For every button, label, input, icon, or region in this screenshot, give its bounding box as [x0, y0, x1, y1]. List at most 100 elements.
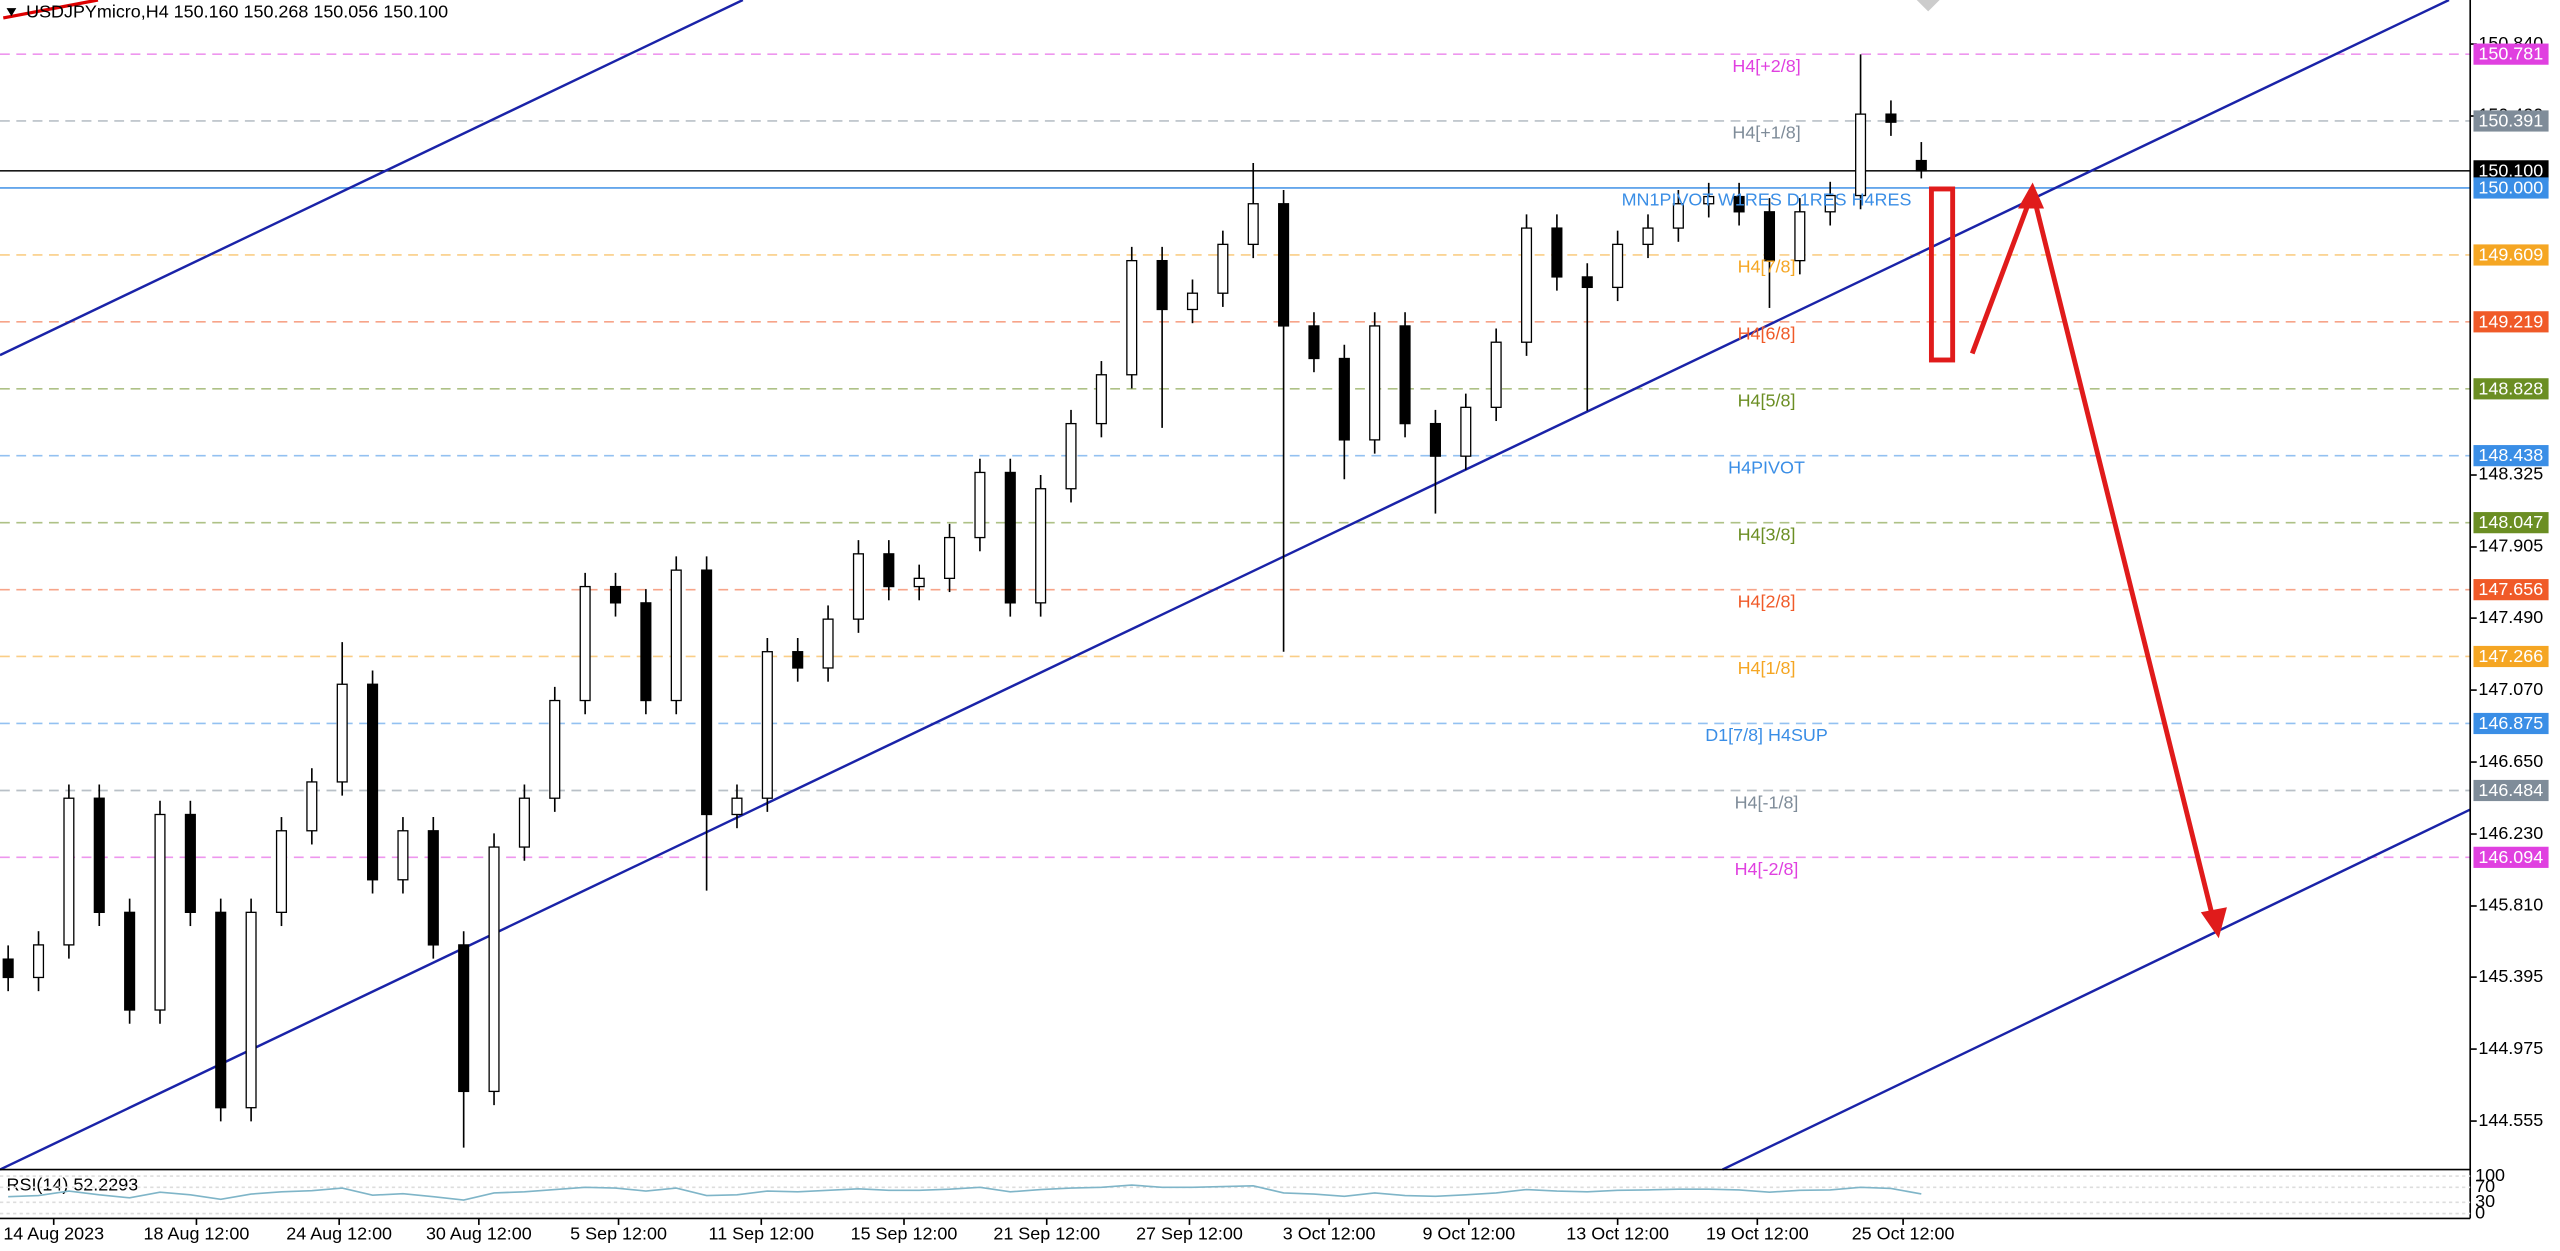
- candle-body: [1672, 203, 1684, 229]
- arrow-head: [2200, 907, 2227, 939]
- price-box-label: 149.609: [2478, 245, 2543, 265]
- price-box-label: 147.656: [2478, 579, 2543, 599]
- price-box: [2473, 311, 2549, 333]
- candle-body: [1490, 341, 1502, 408]
- level-label: H4[2/8]: [1738, 591, 1796, 611]
- price-box-label: 149.219: [2478, 311, 2543, 331]
- candle-body: [518, 797, 530, 848]
- channel-lower: [1721, 808, 2471, 1171]
- candle-body: [336, 683, 348, 783]
- zone-box: [1928, 186, 1956, 363]
- y-tick-label: 147.490: [2478, 607, 2543, 627]
- price-box: [2473, 645, 2549, 668]
- price-box: [2473, 378, 2549, 400]
- levels-layer: [0, 53, 2471, 859]
- trend-stub: [2, 0, 99, 20]
- y-tick-label: 144.555: [2478, 1110, 2543, 1130]
- rsi-tick-label: 30: [2475, 1191, 2495, 1211]
- y-tick-label: 144.975: [2478, 1038, 2543, 1058]
- x-tick-label: 24 Aug 12:00: [286, 1223, 392, 1243]
- candle-body: [1763, 211, 1776, 262]
- candle-body: [245, 911, 257, 1109]
- price-box: [2473, 177, 2549, 199]
- candle-body: [1065, 422, 1077, 490]
- candles: [2, 54, 1927, 1148]
- x-tick-label: 19 Oct 12:00: [1706, 1223, 1809, 1243]
- x-tick-label: 9 Oct 12:00: [1422, 1223, 1515, 1243]
- candle-body: [913, 577, 925, 588]
- candle-body: [943, 536, 956, 580]
- candle-body: [852, 553, 864, 620]
- arrow-head: [2017, 182, 2045, 209]
- level-label: H4[1/8]: [1738, 658, 1796, 678]
- candle-body: [275, 830, 288, 913]
- y-tick-label: 145.810: [2478, 895, 2543, 915]
- price-box: [2473, 43, 2549, 65]
- price-box-label: 146.875: [2478, 713, 2543, 733]
- price-box-label: 148.438: [2478, 445, 2543, 465]
- candle-body: [1247, 203, 1259, 246]
- price-box: [2473, 779, 2549, 802]
- candle-body: [458, 944, 470, 1093]
- price-box-label: 148.828: [2478, 378, 2543, 398]
- level-label: MN1PIVOT W1RES D1RES H4RES: [1622, 190, 1912, 210]
- y-tick-label: 146.650: [2478, 751, 2543, 771]
- candle-body: [822, 618, 834, 669]
- x-tick-label: 18 Aug 12:00: [144, 1223, 250, 1243]
- rsi-tick-label: 100: [2475, 1165, 2505, 1185]
- candle-body: [579, 585, 591, 702]
- candle-body: [124, 911, 136, 1011]
- price-box-label: 146.094: [2478, 847, 2543, 867]
- candle-body: [1369, 325, 1381, 441]
- level-label: H4[+1/8]: [1732, 123, 1800, 143]
- candle-body: [1186, 292, 1199, 311]
- candle-body: [397, 830, 409, 881]
- price-box: [2473, 712, 2549, 735]
- y-tick-label: 145.395: [2478, 966, 2543, 986]
- candle-body: [1855, 113, 1867, 197]
- x-tick-label: 11 Sep 12:00: [709, 1223, 814, 1243]
- rsi-tick-label: 70: [2475, 1176, 2495, 1196]
- x-tick-label: 25 Oct 12:00: [1852, 1223, 1955, 1243]
- price-box-label: 150.000: [2478, 178, 2543, 198]
- rsi-label: RSI(14) 52.2293: [7, 1175, 139, 1195]
- price-box: [2473, 579, 2549, 601]
- price-box: [2473, 110, 2549, 132]
- candle-body: [1308, 325, 1320, 360]
- candle-body: [1794, 211, 1806, 262]
- level-label: H4[+2/8]: [1732, 56, 1800, 76]
- candle-body: [1035, 488, 1047, 604]
- level-label: H4[6/8]: [1738, 324, 1796, 344]
- candle-body: [1733, 195, 1745, 213]
- candle-body: [1095, 374, 1107, 425]
- price-box: [2473, 160, 2549, 182]
- x-tick-label: 5 Sep 12:00: [570, 1223, 667, 1243]
- candle-body: [1399, 325, 1411, 425]
- shift-marker: [1916, 0, 1940, 12]
- price-box: [2473, 846, 2549, 868]
- candle-body: [1824, 194, 1836, 213]
- candle-body: [1278, 203, 1290, 327]
- candle-body: [1520, 227, 1533, 343]
- menu-icon: [6, 8, 17, 17]
- candle-body: [1429, 422, 1441, 457]
- candle-body: [1156, 259, 1168, 311]
- y-tick-label: 147.905: [2478, 536, 2543, 556]
- x-tick-label: 13 Oct 12:00: [1566, 1223, 1669, 1243]
- candle-body: [32, 944, 45, 979]
- candle-body: [549, 699, 561, 799]
- candle-body: [1004, 471, 1016, 604]
- price-box: [2473, 512, 2549, 534]
- candle-body: [215, 911, 227, 1109]
- level-label: H4[-2/8]: [1735, 859, 1799, 879]
- candle-body: [1915, 159, 1927, 172]
- price-box-label: 147.266: [2478, 646, 2543, 666]
- candle-body: [1612, 243, 1624, 289]
- candle-body: [1885, 113, 1897, 123]
- candle-body: [701, 569, 713, 816]
- candle-body: [731, 797, 743, 816]
- y-tick-label: 148.325: [2478, 464, 2543, 484]
- candle-body: [1551, 227, 1563, 278]
- candle-body: [488, 846, 500, 1093]
